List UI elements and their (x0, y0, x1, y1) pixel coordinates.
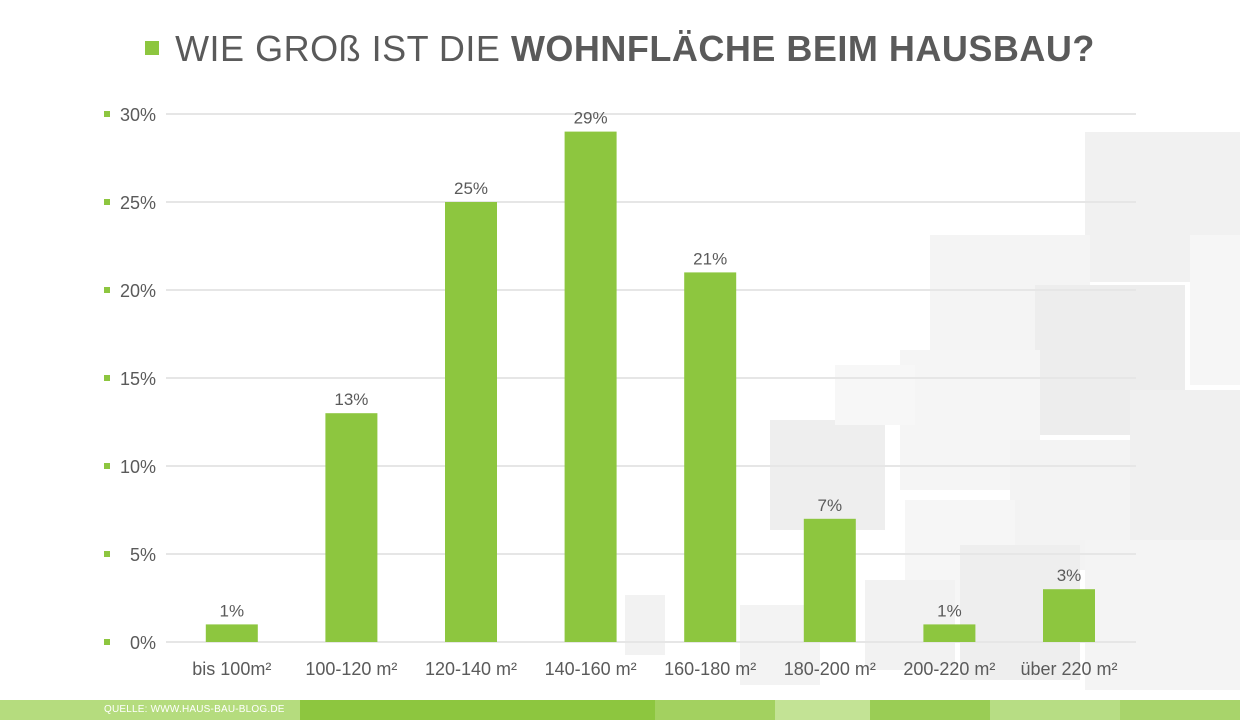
xtick-label: bis 100m² (192, 659, 271, 679)
ytick-bullet-icon (104, 111, 110, 117)
bar (684, 272, 737, 642)
ytick-bullet-icon (104, 199, 110, 205)
bar-value-label: 25% (454, 179, 488, 198)
ytick-label: 20% (120, 281, 156, 301)
source-label: QUELLE: WWW.HAUS-BAU-BLOG.DE (104, 704, 285, 715)
bar (564, 131, 617, 642)
bar-value-label: 7% (818, 496, 843, 515)
ytick-label: 30% (120, 105, 156, 125)
ytick-label: 10% (120, 457, 156, 477)
bar-value-label: 21% (693, 249, 727, 268)
ytick-bullet-icon (104, 551, 110, 557)
xtick-label: 180-200 m² (784, 659, 876, 679)
footer-bar (0, 700, 1240, 720)
footer-segment (870, 700, 990, 720)
bar-value-label: 29% (574, 109, 608, 128)
bar (1043, 589, 1095, 642)
bar (923, 624, 976, 642)
background-tile (1085, 540, 1240, 690)
xtick-label: 200-220 m² (903, 659, 995, 679)
bar (445, 202, 497, 642)
ytick-label: 5% (130, 545, 156, 565)
xtick-label: über 220 m² (1020, 659, 1117, 679)
ytick-bullet-icon (104, 639, 110, 645)
bar-value-label: 1% (220, 601, 245, 620)
footer-segment (775, 700, 870, 720)
ytick-label: 0% (130, 633, 156, 653)
title-part-bold: WOHNFLÄCHE BEIM HAUSBAU? (510, 28, 1095, 69)
background-tile (1130, 390, 1240, 540)
background-tile (1190, 235, 1240, 385)
footer-segment (0, 700, 300, 720)
bar-value-label: 3% (1057, 566, 1082, 585)
ytick-label: 15% (120, 369, 156, 389)
ytick-bullet-icon (104, 287, 110, 293)
xtick-label: 100-120 m² (305, 659, 397, 679)
xtick-label: 140-160 m² (545, 659, 637, 679)
bar-value-label: 13% (334, 390, 368, 409)
xtick-label: 120-140 m² (425, 659, 517, 679)
footer-segment (655, 700, 775, 720)
footer-segment (300, 700, 655, 720)
bar (325, 413, 378, 642)
bar (803, 518, 856, 642)
title-bullet-icon (145, 41, 160, 55)
bar (205, 624, 258, 642)
chart-title: WIE GROß IST DIE WOHNFLÄCHE BEIM HAUSBAU… (0, 28, 1240, 70)
ytick-bullet-icon (104, 463, 110, 469)
ytick-label: 25% (120, 193, 156, 213)
background-tile (770, 420, 885, 530)
background-tile (835, 365, 915, 425)
background-tile (625, 595, 665, 655)
xtick-label: 160-180 m² (664, 659, 756, 679)
footer-segment (1120, 700, 1240, 720)
title-part-regular: WIE GROß IST DIE (175, 28, 501, 69)
bar-chart: 0% 5% 10% 15% 20% 25% 30% 1% bis 100m² 13% 100-120… (104, 105, 1136, 679)
footer-segment (990, 700, 1120, 720)
ytick-bullet-icon (104, 375, 110, 381)
bar-value-label: 1% (937, 601, 962, 620)
